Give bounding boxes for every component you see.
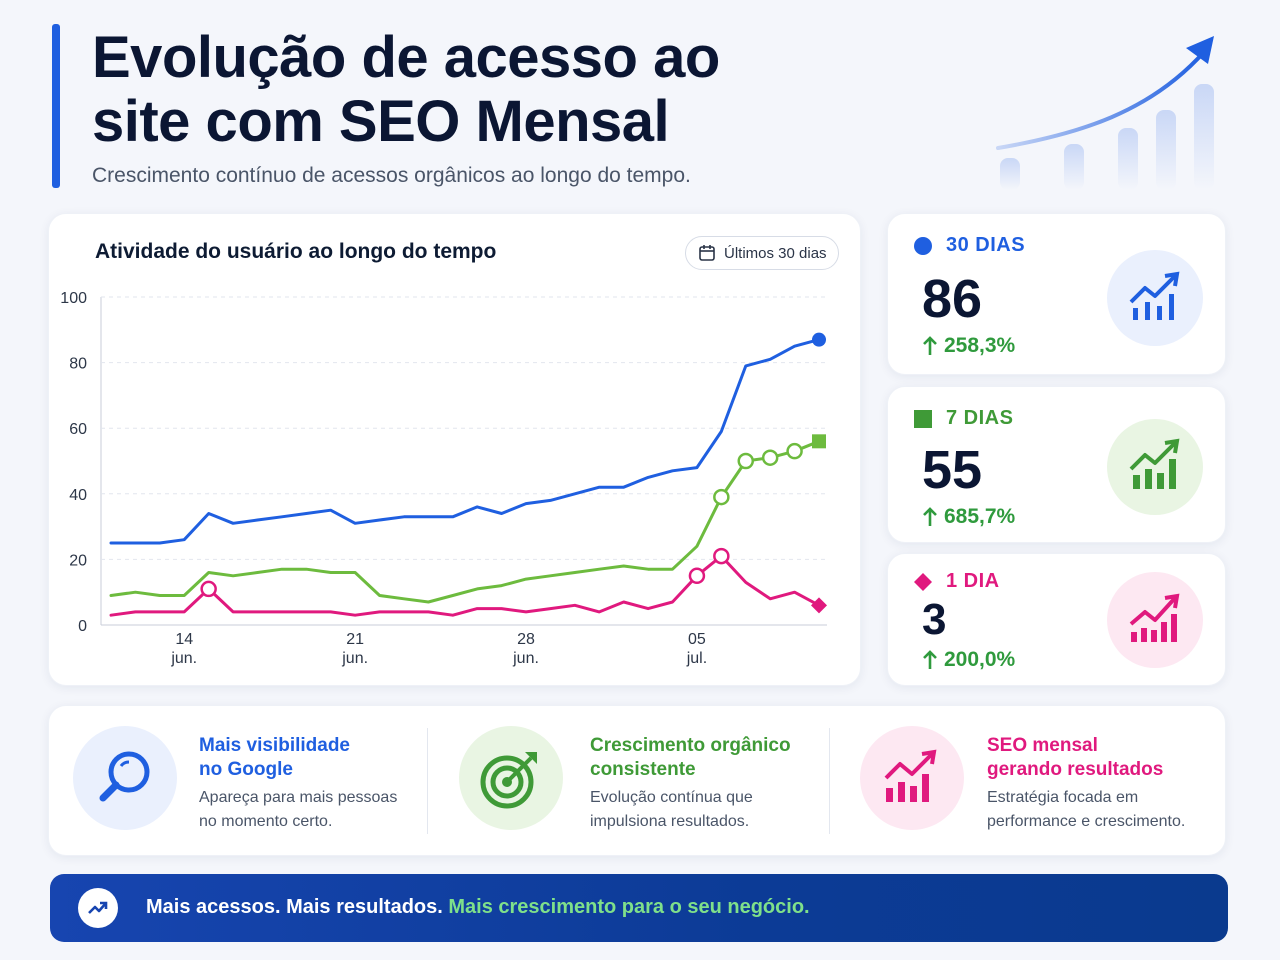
features-card: Mais visibilidade no Google Apareça para…: [48, 705, 1226, 856]
series-line: [109, 554, 821, 617]
feature-desc-line2: impulsiona resultados.: [590, 813, 750, 830]
series-line: [109, 338, 821, 545]
feature-title-line2: consistente: [590, 759, 696, 780]
x-tick-label-month: jun.: [512, 650, 539, 667]
feature-desc-line1: Estratégia focada em: [987, 789, 1139, 806]
activity-chart-card: Atividade do usuário ao longo do tempo Ú…: [48, 213, 861, 686]
data-point-marker: [713, 547, 730, 565]
footer-text-highlight: Mais crescimento para o seu negócio.: [448, 896, 810, 918]
stat-card-30-dias: 30 DIAS 86 258,3%: [887, 213, 1226, 375]
square-marker-icon: [914, 409, 932, 428]
data-point-marker: [737, 452, 755, 470]
feature-title: Mais visibilidade no Google: [199, 734, 419, 782]
feature-title-line1: Crescimento orgânico: [590, 735, 791, 756]
x-tick-label-day: 28: [517, 631, 535, 648]
page-title-line1: Evolução de acesso ao: [92, 25, 720, 90]
chart-title: Atividade do usuário ao longo do tempo: [95, 240, 497, 263]
x-tick-label-month: jun.: [341, 650, 368, 667]
end-point-marker: [812, 332, 826, 347]
y-tick-label: 80: [69, 356, 87, 373]
y-tick-label: 60: [69, 421, 87, 438]
arrow-up-icon: [923, 507, 937, 526]
footer-message: Mais acessos. Mais resultados. Mais cres…: [146, 896, 810, 919]
data-point-marker: [713, 488, 730, 506]
x-tick-label-month: jul.: [686, 650, 707, 667]
line-chart: 0 20 40 60 80 100 14 jun. 21 jun. 28 jun. 05 jul.: [60, 290, 827, 667]
stat-label-text: 7 DIAS: [946, 407, 1014, 429]
arrow-up-icon: [923, 650, 937, 669]
feature-title: SEO mensal gerando resultados: [987, 734, 1207, 782]
trend-up-bars-icon: [1107, 572, 1203, 668]
stat-label-7-dias: 7 DIAS: [914, 407, 1013, 430]
stat-label-text: 30 DIAS: [946, 234, 1026, 256]
feature-title-line2: gerando resultados: [987, 759, 1164, 780]
page-subtitle: Crescimento contínuo de acessos orgânico…: [92, 164, 691, 187]
feature-desc-line1: Evolução contínua que: [590, 789, 753, 806]
stat-value-30-dias: 86: [922, 269, 983, 329]
data-point-marker: [786, 442, 803, 460]
data-point-marker: [688, 567, 706, 585]
page-title-line2: site com SEO Mensal: [92, 89, 670, 154]
trend-up-bars-icon: [1107, 250, 1203, 346]
feature-title: Crescimento orgânico consistente: [590, 734, 820, 782]
feature-title-line2: no Google: [199, 759, 293, 780]
feature-desc-line2: no momento certo.: [199, 813, 333, 830]
x-tick-label-day: 14: [175, 631, 193, 648]
circle-marker-icon: [914, 236, 932, 255]
stat-label-text: 1 DIA: [946, 570, 1000, 592]
footer-banner: Mais acessos. Mais resultados. Mais cres…: [50, 874, 1228, 942]
diamond-marker-icon: [914, 572, 932, 591]
header-accent-bar: [52, 24, 60, 188]
arrow-up-icon: [923, 336, 937, 355]
feature-description: Apareça para mais pessoas no momento cer…: [199, 786, 419, 834]
stat-value-1-dia: 3: [922, 595, 947, 644]
x-tick-label-day: 21: [346, 631, 364, 648]
stat-change-1-dia: 200,0%: [922, 648, 1015, 672]
feature-divider: [427, 728, 428, 834]
data-point-marker: [761, 449, 779, 466]
stat-change-text: 200,0%: [944, 648, 1016, 671]
date-range-selector[interactable]: Últimos 30 dias: [685, 236, 839, 270]
growth-arrow-illustration: [996, 36, 1214, 190]
x-tick-label-day: 05: [688, 631, 706, 648]
feature-description: Estratégia focada em performance e cresc…: [987, 786, 1217, 834]
stat-change-text: 685,7%: [944, 505, 1016, 528]
feature-visibility: Mais visibilidade no Google Apareça para…: [49, 706, 427, 857]
date-range-label: Últimos 30 dias: [724, 244, 827, 262]
y-tick-label: 20: [69, 552, 87, 569]
target-icon: [459, 726, 563, 830]
stat-label-30-dias: 30 DIAS: [914, 234, 1025, 257]
data-point-marker: [200, 580, 217, 598]
feature-desc-line2: performance e crescimento.: [987, 813, 1186, 830]
end-point-marker: [811, 597, 827, 614]
y-tick-label: 40: [69, 487, 87, 504]
y-tick-label: 0: [78, 618, 87, 635]
stat-card-1-dia: 1 DIA 3 200,0%: [887, 553, 1226, 686]
stat-change-text: 258,3%: [944, 334, 1016, 357]
stat-value-7-dias: 55: [922, 440, 983, 500]
trend-up-bars-icon: [1107, 419, 1203, 515]
feature-desc-line1: Apareça para mais pessoas: [199, 789, 398, 806]
stat-card-7-dias: 7 DIAS 55 685,7%: [887, 386, 1226, 543]
y-tick-label: 100: [60, 290, 87, 307]
magnifier-icon: [73, 726, 177, 830]
stat-change-7-dias: 685,7%: [922, 505, 1015, 529]
trend-up-icon: [78, 888, 118, 928]
page-header: Evolução de acesso ao site com SEO Mensa…: [52, 24, 812, 188]
trend-up-bars-icon: [860, 726, 964, 830]
feature-monthly-seo: SEO mensal gerando resultados Estratégia…: [830, 706, 1227, 857]
feature-organic-growth: Crescimento orgânico consistente Evoluçã…: [428, 706, 828, 857]
stat-change-30-dias: 258,3%: [922, 334, 1015, 358]
stat-label-1-dia: 1 DIA: [914, 570, 1000, 593]
feature-title-line1: Mais visibilidade: [199, 735, 350, 756]
x-tick-label-month: jun.: [170, 650, 197, 667]
feature-title-line1: SEO mensal: [987, 735, 1098, 756]
series-line: [109, 439, 821, 604]
footer-text-main: Mais acessos. Mais resultados.: [146, 896, 449, 918]
end-point-marker: [812, 434, 826, 449]
calendar-icon: [699, 245, 715, 261]
page-title: Evolução de acesso ao site com SEO Mensa…: [92, 26, 720, 154]
feature-description: Evolução contínua que impulsiona resulta…: [590, 786, 810, 834]
feature-divider: [829, 728, 830, 834]
